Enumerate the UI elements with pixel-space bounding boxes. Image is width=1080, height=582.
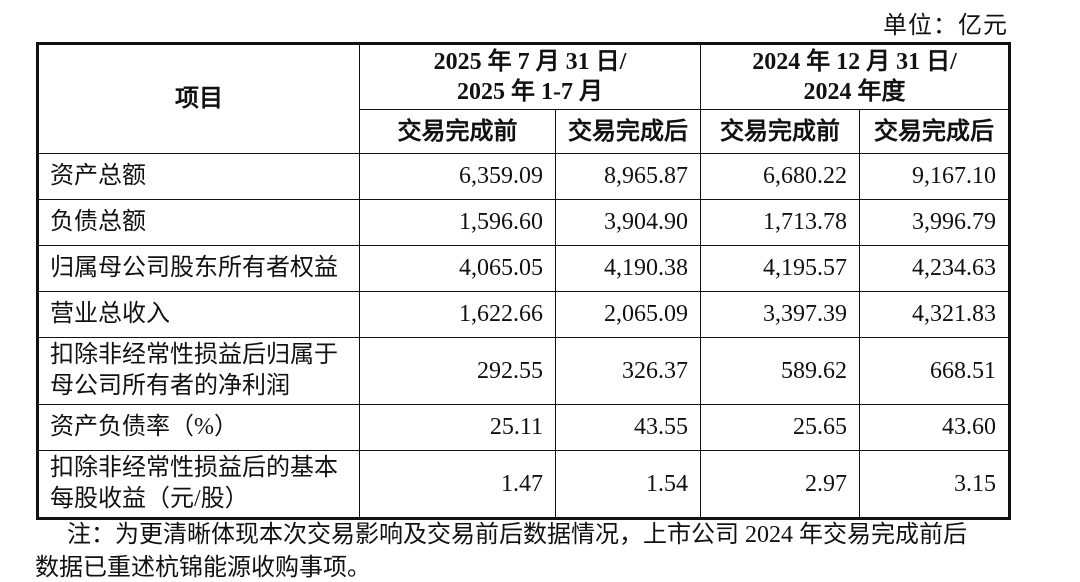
row-value: 1,713.78 <box>700 199 861 246</box>
subheader-2024-before: 交易完成前 <box>700 109 861 154</box>
row-value: 9,167.10 <box>859 153 1011 200</box>
table-row: 资产负债率（%） 25.11 43.55 25.65 43.60 <box>37 404 1011 451</box>
row-label: 扣除非经常性损益后归属于母公司所有者的净利润 <box>37 337 360 405</box>
row-value: 25.65 <box>700 404 861 451</box>
period-group-2024: 2024 年 12 月 31 日/ 2024 年度 <box>700 43 1011 110</box>
row-value: 326.37 <box>554 337 702 405</box>
row-value: 2.97 <box>700 450 861 519</box>
row-value: 1,596.60 <box>359 199 556 246</box>
row-value: 4,321.83 <box>859 291 1011 338</box>
period-2025-line2: 2025 年 1-7 月 <box>457 79 603 105</box>
table-row: 归属母公司股东所有者权益 4,065.05 4,190.38 4,195.57 … <box>37 245 1011 292</box>
period-2024-line1: 2024 年 12 月 31 日/ <box>752 49 957 75</box>
table-row: 营业总收入 1,622.66 2,065.09 3,397.39 4,321.8… <box>37 291 1011 338</box>
row-value: 3.15 <box>859 450 1011 519</box>
table-row: 扣除非经常性损益后归属于母公司所有者的净利润 292.55 326.37 589… <box>37 337 1011 405</box>
row-value: 6,359.09 <box>359 153 556 200</box>
row-label: 资产总额 <box>37 153 360 200</box>
subheader-2024-after: 交易完成后 <box>859 109 1011 154</box>
table-row: 负债总额 1,596.60 3,904.90 1,713.78 3,996.79 <box>37 199 1011 246</box>
period-2025-line1: 2025 年 7 月 31 日/ <box>433 49 627 75</box>
row-value: 1.54 <box>554 450 702 519</box>
table-row: 扣除非经常性损益后的基本每股收益（元/股） 1.47 1.54 2.97 3.1… <box>37 450 1011 519</box>
table-body: 资产总额 6,359.09 8,965.87 6,680.22 9,167.10… <box>37 153 1011 519</box>
table-header: 项目 2025 年 7 月 31 日/ 2025 年 1-7 月 2024 年 … <box>37 43 1011 154</box>
row-value: 1,622.66 <box>359 291 556 338</box>
row-label: 负债总额 <box>37 199 360 246</box>
row-value: 3,397.39 <box>700 291 861 338</box>
row-value: 6,680.22 <box>700 153 861 200</box>
row-value: 4,065.05 <box>359 245 556 292</box>
row-label: 扣除非经常性损益后的基本每股收益（元/股） <box>37 450 360 519</box>
row-value: 292.55 <box>359 337 556 405</box>
period-group-2025: 2025 年 7 月 31 日/ 2025 年 1-7 月 <box>358 43 702 110</box>
row-value: 43.60 <box>859 404 1011 451</box>
row-value: 25.11 <box>359 404 556 451</box>
footnote: 注：为更清晰体现本次交易影响及交易前后数据情况，上市公司 2024 年交易完成前… <box>35 519 1025 582</box>
subheader-2025-before: 交易完成前 <box>359 109 556 154</box>
row-value: 3,996.79 <box>859 199 1011 246</box>
footnote-line-1: 注：为更清晰体现本次交易影响及交易前后数据情况，上市公司 2024 年交易完成前… <box>67 522 967 548</box>
row-value: 4,190.38 <box>554 245 702 292</box>
subheader-2025-after: 交易完成后 <box>554 109 702 154</box>
row-value: 2,065.09 <box>554 291 702 338</box>
row-value: 589.62 <box>700 337 861 405</box>
unit-label: 单位：亿元 <box>883 13 1008 39</box>
period-2024-line2: 2024 年度 <box>803 79 906 105</box>
row-value: 4,234.63 <box>859 245 1011 292</box>
row-label: 营业总收入 <box>37 291 360 338</box>
row-value: 8,965.87 <box>554 153 702 200</box>
row-label: 资产负债率（%） <box>37 404 360 451</box>
row-value: 668.51 <box>859 337 1011 405</box>
financial-comparison-table: 项目 2025 年 7 月 31 日/ 2025 年 1-7 月 2024 年 … <box>36 42 1012 520</box>
row-value: 3,904.90 <box>554 199 702 246</box>
item-column-header: 项目 <box>37 43 360 154</box>
row-value: 1.47 <box>359 450 556 519</box>
row-label: 归属母公司股东所有者权益 <box>37 245 360 292</box>
row-value: 43.55 <box>554 404 702 451</box>
row-value: 4,195.57 <box>700 245 861 292</box>
footnote-line-2: 数据已重述杭锦能源收购事项。 <box>35 555 371 581</box>
table-row: 资产总额 6,359.09 8,965.87 6,680.22 9,167.10 <box>37 153 1011 200</box>
